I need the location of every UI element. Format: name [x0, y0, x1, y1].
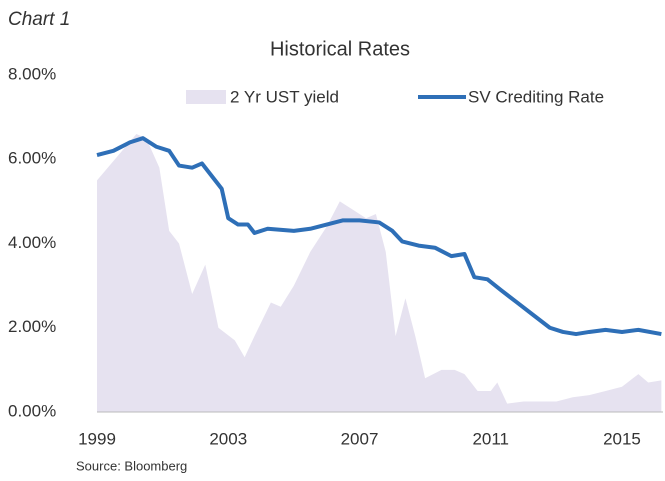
x-tick-label: 2007: [341, 429, 379, 448]
y-tick-label: 0.00%: [8, 401, 56, 420]
y-tick-label: 4.00%: [8, 233, 56, 252]
legend-label: SV Crediting Rate: [468, 87, 604, 106]
x-tick-label: 2015: [603, 429, 641, 448]
legend-swatch: [186, 90, 226, 104]
source: Source: Bloomberg: [76, 458, 187, 473]
line: [96, 136, 662, 337]
legend-label: 2 Yr UST yield: [230, 87, 339, 106]
x-tick-label: 2011: [472, 429, 509, 448]
y-tick-label: 6.00%: [8, 149, 56, 168]
y-tick-label: 2.00%: [8, 317, 56, 336]
chart-label: Chart 1: [8, 9, 70, 30]
x-tick-label: 1999: [78, 429, 116, 448]
x-tick-label: 2003: [209, 429, 247, 448]
area: [97, 133, 662, 412]
chart-title: Historical Rates: [270, 38, 410, 60]
y-tick-label: 8.00%: [8, 64, 56, 83]
